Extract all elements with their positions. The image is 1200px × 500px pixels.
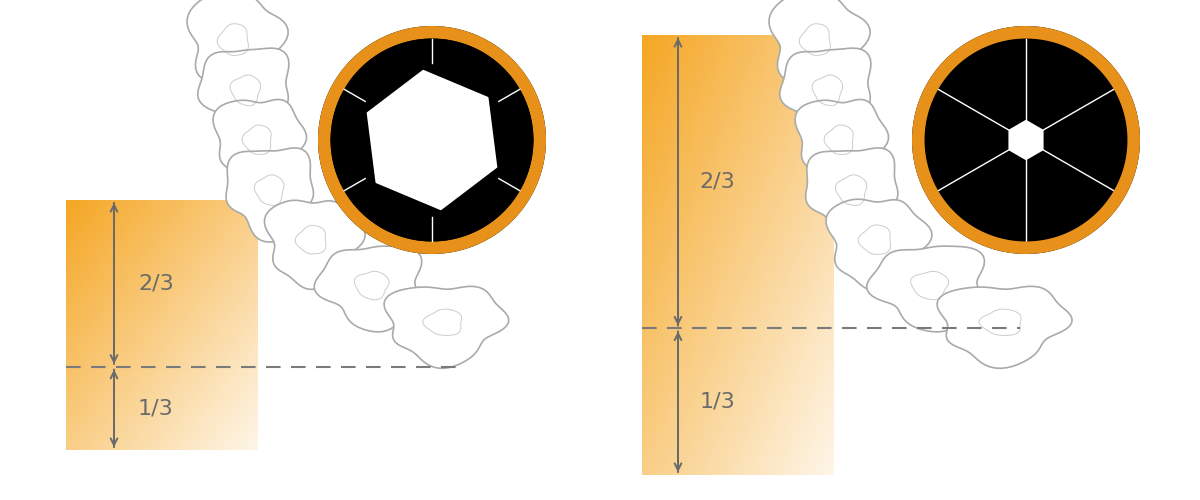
Polygon shape — [866, 246, 984, 332]
Polygon shape — [318, 26, 546, 254]
Polygon shape — [938, 155, 1114, 242]
Polygon shape — [1026, 90, 1127, 242]
Polygon shape — [198, 48, 289, 142]
Polygon shape — [382, 52, 499, 102]
Polygon shape — [796, 100, 888, 192]
Polygon shape — [1026, 38, 1127, 190]
Polygon shape — [330, 52, 432, 140]
Text: 2/3: 2/3 — [138, 274, 174, 293]
Polygon shape — [226, 148, 313, 242]
Text: 2/3: 2/3 — [700, 172, 736, 192]
Polygon shape — [937, 286, 1072, 368]
Polygon shape — [384, 286, 509, 368]
Polygon shape — [330, 38, 534, 242]
Polygon shape — [330, 102, 382, 228]
Polygon shape — [780, 48, 871, 142]
Polygon shape — [925, 90, 1026, 242]
Text: 1/3: 1/3 — [700, 392, 736, 411]
Polygon shape — [314, 246, 421, 332]
Polygon shape — [187, 0, 288, 94]
Polygon shape — [1008, 120, 1044, 160]
Polygon shape — [912, 26, 1140, 254]
Polygon shape — [318, 26, 546, 254]
Polygon shape — [264, 200, 365, 290]
Polygon shape — [826, 199, 932, 290]
Polygon shape — [769, 0, 870, 94]
Polygon shape — [432, 140, 534, 228]
Polygon shape — [925, 38, 1026, 190]
Polygon shape — [938, 38, 1114, 125]
Polygon shape — [912, 26, 1140, 254]
Polygon shape — [365, 178, 482, 228]
Text: 1/3: 1/3 — [138, 398, 174, 418]
Polygon shape — [482, 52, 534, 178]
Polygon shape — [805, 148, 898, 242]
Polygon shape — [214, 100, 306, 192]
Polygon shape — [365, 63, 499, 217]
